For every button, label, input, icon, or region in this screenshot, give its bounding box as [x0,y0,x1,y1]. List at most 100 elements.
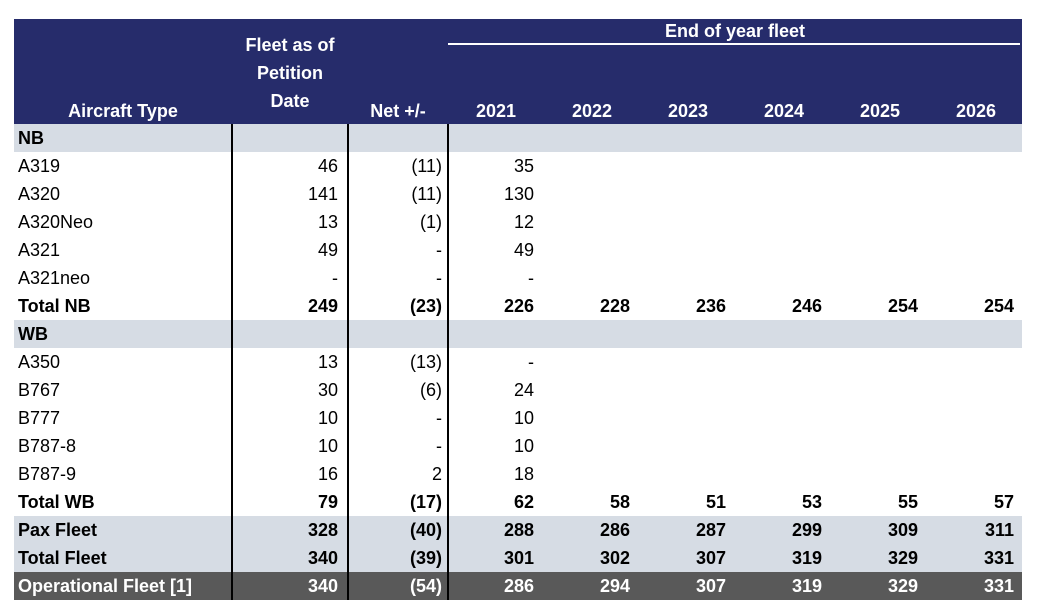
year-cell [544,236,640,264]
table-row: B787-9 16 2 18 [14,460,1022,488]
year-cell: 228 [599,296,630,316]
year-cell [544,432,640,460]
year-cell [832,320,928,348]
year-cell [736,376,832,404]
year-cell [832,124,928,152]
total-row: Total WB 79 (17) 62 58 51 53 55 57 [14,488,1022,516]
row-label: A320Neo [18,212,94,232]
row-label: B787-8 [18,436,77,456]
row-label: A319 [18,156,61,176]
header-year: 2022 [571,101,613,121]
year-cell [832,180,928,208]
year-cell [832,152,928,180]
net-cell [348,320,448,348]
year-cell [928,460,1024,488]
year-cell [736,152,832,180]
year-cell: 55 [897,492,918,512]
year-cell [928,152,1024,180]
fleet-petition-cell: 46 [317,156,338,176]
year-cell [928,180,1024,208]
year-cell [640,236,736,264]
year-cell [448,124,544,152]
net-cell: - [436,240,442,260]
year-cell [736,264,832,292]
table-row: B767 30 (6) 24 [14,376,1022,404]
year-cell [640,180,736,208]
header-fleet-petition-line: Petition [257,63,323,83]
fleet-petition-cell: 13 [317,212,338,232]
net-cell: (11) [411,156,442,176]
header-year: 2025 [859,101,901,121]
table-row: A350 13 (13) - [14,348,1022,376]
net-cell: (13) [409,352,442,372]
year-cell [736,180,832,208]
year-cell: 62 [513,492,534,512]
year-cell [544,264,640,292]
year-cell: - [528,352,534,372]
year-cell [832,264,928,292]
net-cell: (40) [409,520,442,540]
year-cell: 246 [791,296,822,316]
header-year: 2026 [955,101,997,121]
year-cell [832,208,928,236]
year-cell [832,460,928,488]
year-cell [544,152,640,180]
year-cell [544,320,640,348]
table-row: A319 46 (11) 35 [14,152,1022,180]
fleet-petition-cell: 328 [307,520,338,540]
year-cell: 226 [503,296,534,316]
row-label: Operational Fleet [1] [18,576,193,596]
year-cell: - [528,268,534,288]
table-row: A320 141 (11) 130 [14,180,1022,208]
year-cell [640,208,736,236]
year-cell [544,376,640,404]
year-cell: 254 [887,296,918,316]
year-cell [544,348,640,376]
header-divider [448,43,1020,45]
header-fleet-petition: Fleet as of Petition Date [232,31,348,115]
year-cell [928,208,1024,236]
year-cell: 35 [513,156,534,176]
year-cell [736,460,832,488]
year-cell: 49 [513,240,534,260]
year-cell [736,348,832,376]
year-cell [928,320,1024,348]
year-cell: 254 [983,296,1014,316]
year-cell: 319 [791,548,822,568]
year-cell [640,404,736,432]
net-cell: (23) [409,296,442,316]
fleet-petition-cell: 141 [307,184,338,204]
year-cell [928,236,1024,264]
year-cell: 51 [705,492,726,512]
total-row: Total Fleet 340 (39) 301 302 307 319 329 331 [14,544,1022,572]
row-label: Total NB [18,296,91,316]
table-row: B787-8 10 - 10 [14,432,1022,460]
table-header: Aircraft Type Fleet as of Petition Date … [14,19,1022,124]
net-cell: (11) [411,184,442,204]
net-cell: (39) [409,548,442,568]
row-label: B787-9 [18,464,77,484]
fleet-petition-cell: 13 [317,352,338,372]
fleet-table: Aircraft Type Fleet as of Petition Date … [14,19,1022,600]
year-cell [640,264,736,292]
year-cell [832,432,928,460]
header-year: 2023 [667,101,709,121]
year-cell: 24 [513,380,534,400]
year-cell [736,208,832,236]
fleet-petition-cell: 249 [307,296,338,316]
section-row: NB [14,124,1022,152]
fleet-petition-cell: 10 [317,436,338,456]
column-divider [347,124,349,600]
fleet-petition-cell: 10 [317,408,338,428]
total-row: Total NB 249 (23) 226 228 236 246 254 254 [14,292,1022,320]
header-aircraft-type: Aircraft Type [68,101,178,121]
year-cell: 53 [801,492,822,512]
year-cell [640,348,736,376]
year-cell [640,460,736,488]
year-cell: 307 [695,576,726,596]
row-label: Total WB [18,492,95,512]
year-cell: 307 [695,548,726,568]
header-year: 2021 [475,101,517,121]
year-cell: 309 [887,520,918,540]
table-body: NB A319 46 (11) 35 A320 141 (11) 130 A320Neo 13 (1)… [14,124,1022,600]
